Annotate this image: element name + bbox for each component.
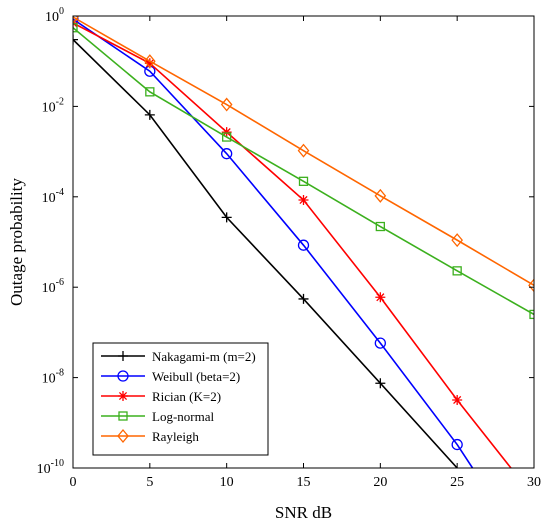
legend-label: Nakagami-m (m=2)	[152, 349, 256, 364]
legend-item-1: Nakagami-m (m=2)	[101, 349, 256, 364]
series-4	[73, 23, 534, 320]
series-3-marker	[298, 194, 309, 205]
legend-label: Rayleigh	[152, 429, 199, 444]
series-4-marker	[452, 266, 462, 276]
series-5-marker	[374, 188, 387, 203]
series-2-marker	[297, 239, 310, 251]
x-tick-label: 20	[373, 475, 387, 490]
series-layer	[73, 16, 534, 468]
series-2-marker	[451, 438, 463, 451]
series-4-marker	[298, 176, 309, 186]
legend-item-4: Log-normal	[101, 409, 214, 424]
series-3-marker	[221, 127, 232, 138]
legend-label: Log-normal	[152, 409, 214, 424]
series-3	[73, 18, 512, 468]
series-2-marker	[221, 148, 233, 160]
ticks-layer: 0 5 10 15 20 25 30 100 10-2 10-4 10-6 10-8 10-10	[37, 6, 541, 490]
series-4-marker	[145, 87, 155, 97]
y-tick-label: 100	[45, 6, 64, 25]
x-tick-label: 25	[450, 475, 464, 490]
series-3-marker	[452, 394, 463, 405]
series-5-marker	[143, 54, 156, 69]
series-5-marker	[528, 278, 534, 293]
legend-marker	[117, 370, 129, 382]
legend-label: Weibull (beta=2)	[152, 369, 240, 384]
legend-item-2: Weibull (beta=2)	[101, 369, 240, 384]
legend: Nakagami-m (m=2) Weibull (beta=2) Rician (…	[92, 342, 269, 456]
legend-marker	[117, 428, 129, 444]
series-5-marker	[451, 233, 464, 248]
series-5	[73, 16, 534, 293]
legend-marker	[118, 351, 128, 361]
legend-label: Rician (K=2)	[152, 389, 221, 404]
series-4-marker	[375, 221, 385, 232]
y-tick-label: 10-4	[42, 187, 64, 206]
y-tick-label: 10-2	[42, 96, 64, 115]
series-1	[73, 34, 458, 468]
series-4-marker	[222, 132, 232, 142]
series-2-line	[73, 18, 474, 468]
x-tick-label: 5	[146, 475, 153, 490]
legend-item-3: Rician (K=2)	[101, 389, 221, 404]
series-3-marker	[375, 292, 386, 303]
series-4-marker	[529, 309, 534, 320]
x-tick-label: 0	[70, 475, 77, 490]
y-tick-label: 10-8	[42, 368, 64, 387]
y-tick-label: 10-10	[37, 458, 64, 477]
x-tick-label: 10	[220, 475, 234, 490]
legend-marker	[118, 391, 128, 401]
series-1-line	[73, 39, 458, 468]
series-1-marker	[298, 293, 309, 304]
series-1-marker	[73, 34, 78, 45]
x-tick-label: 15	[297, 475, 311, 490]
series-3-marker	[144, 58, 155, 69]
series-5-line	[73, 16, 534, 287]
series-4-line	[73, 27, 534, 316]
series-1-marker	[144, 109, 155, 120]
y-tick-label: 10-6	[42, 277, 64, 296]
x-axis-title: SNR dB	[275, 503, 332, 522]
series-1-marker	[375, 378, 386, 389]
x-tick-label: 30	[527, 475, 541, 490]
legend-marker	[118, 411, 128, 421]
series-5-marker	[297, 143, 310, 158]
legend-item-5: Rayleigh	[101, 428, 199, 444]
series-4-marker	[73, 23, 78, 33]
y-axis-title: Outage probability	[7, 178, 26, 306]
series-2-marker	[374, 337, 386, 349]
series-1-marker	[221, 212, 232, 223]
series-5-marker	[220, 97, 233, 112]
